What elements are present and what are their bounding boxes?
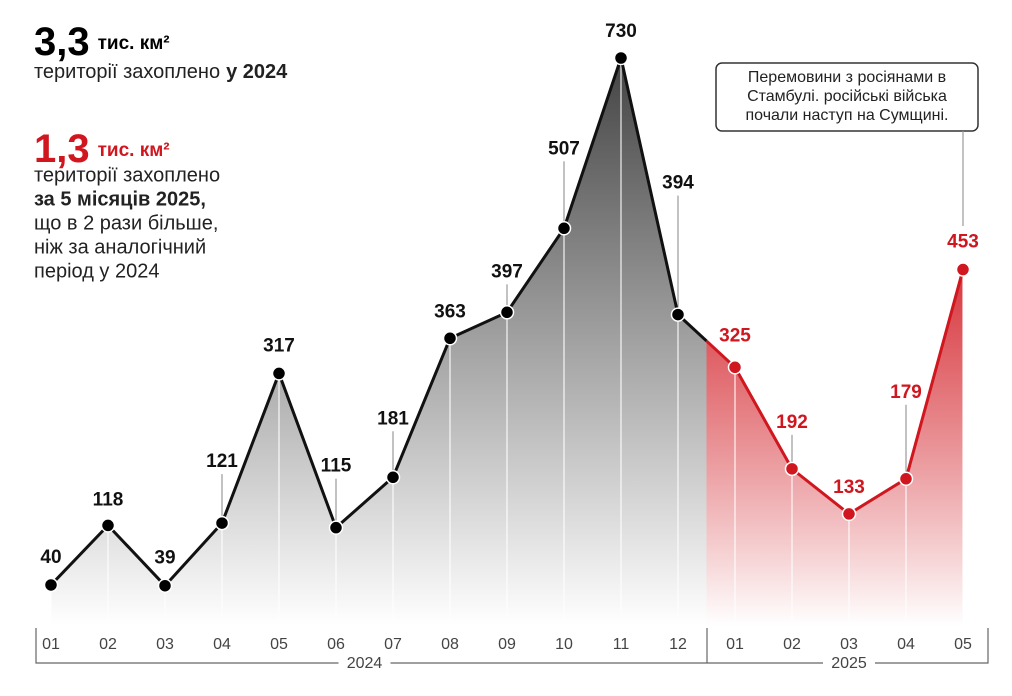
x-tick-label: 03 — [840, 636, 858, 653]
annotation-text: Перемовини з росіянами в — [748, 69, 946, 86]
value-label: 397 — [491, 261, 523, 282]
x-tick-label: 05 — [270, 636, 288, 653]
x-tick-label: 11 — [613, 636, 630, 653]
headline-text: території захоплено у 2024 — [34, 61, 288, 83]
headline-text: ніж за аналогічний — [34, 236, 206, 258]
value-label: 40 — [40, 547, 61, 568]
value-label: 179 — [890, 382, 922, 403]
point — [271, 366, 287, 381]
point — [157, 578, 173, 593]
x-tick-label: 07 — [384, 636, 402, 653]
point — [727, 360, 743, 375]
point — [100, 518, 116, 533]
x-tick-label: 12 — [669, 636, 687, 653]
value-label: 181 — [377, 408, 409, 429]
line — [49, 56, 680, 588]
value-label: 317 — [263, 335, 295, 356]
value-label: 325 — [719, 325, 751, 346]
annotation-text: почали наступ на Сумщині. — [745, 107, 948, 124]
value-label: 730 — [605, 21, 637, 42]
point — [328, 520, 344, 535]
x-tick-label: 06 — [327, 636, 345, 653]
group-label-bg — [823, 654, 875, 672]
x-tick-label: 04 — [213, 636, 231, 653]
point — [784, 461, 800, 477]
value-label: 115 — [321, 456, 352, 477]
x-tick-label: 05 — [954, 636, 972, 653]
value-label: 39 — [154, 548, 175, 569]
point — [556, 221, 572, 236]
headline: 1,3 тис. км² — [34, 127, 170, 171]
x-tick-label: 02 — [99, 636, 117, 653]
annotation-box — [715, 62, 979, 132]
point — [613, 50, 629, 66]
headline: 3,3 тис. км² — [34, 20, 170, 64]
point — [670, 307, 686, 322]
value-label: 394 — [662, 173, 694, 194]
x-tick-label: 04 — [897, 636, 915, 653]
x-tick-label: 08 — [441, 636, 459, 653]
headlines: 3,3 тис. км² території захоплено у 2024 1,… — [34, 20, 288, 283]
x-tick-label: 10 — [555, 636, 573, 653]
value-label: 363 — [434, 301, 466, 322]
x-tick-label: 03 — [156, 636, 174, 653]
value-label: 118 — [93, 489, 124, 510]
area — [706, 269, 963, 626]
point — [841, 506, 857, 522]
headline-emphasis: за 5 місяців 2025, — [34, 188, 206, 210]
value-label: 133 — [833, 477, 865, 498]
value-label: 453 — [947, 232, 979, 253]
point — [955, 262, 971, 277]
x-tick-label: 01 — [726, 636, 744, 653]
group-label: 2024 — [347, 655, 383, 672]
point — [898, 471, 914, 487]
headline-text: що в 2 рази більше, — [34, 212, 218, 234]
point — [442, 331, 458, 346]
point — [43, 577, 59, 593]
group-label: 2025 — [831, 655, 867, 672]
x-tick-label: 02 — [783, 636, 801, 653]
value-label: 192 — [776, 412, 808, 433]
group-label-bg — [338, 654, 391, 672]
point — [499, 305, 515, 320]
point — [385, 470, 401, 485]
headline-text: території захоплено — [34, 164, 220, 186]
point — [214, 515, 230, 531]
area — [51, 58, 707, 626]
annotation-text: Стамбулі. російські війська — [747, 88, 947, 105]
headline-text: період у 2024 — [34, 260, 159, 282]
x-tick-label: 09 — [498, 636, 516, 653]
axis-bracket — [35, 628, 989, 664]
bracket — [35, 628, 989, 664]
value-label: 507 — [548, 138, 580, 159]
areas — [51, 58, 963, 626]
value-label: 121 — [206, 451, 238, 472]
x-tick-label: 01 — [42, 636, 60, 653]
